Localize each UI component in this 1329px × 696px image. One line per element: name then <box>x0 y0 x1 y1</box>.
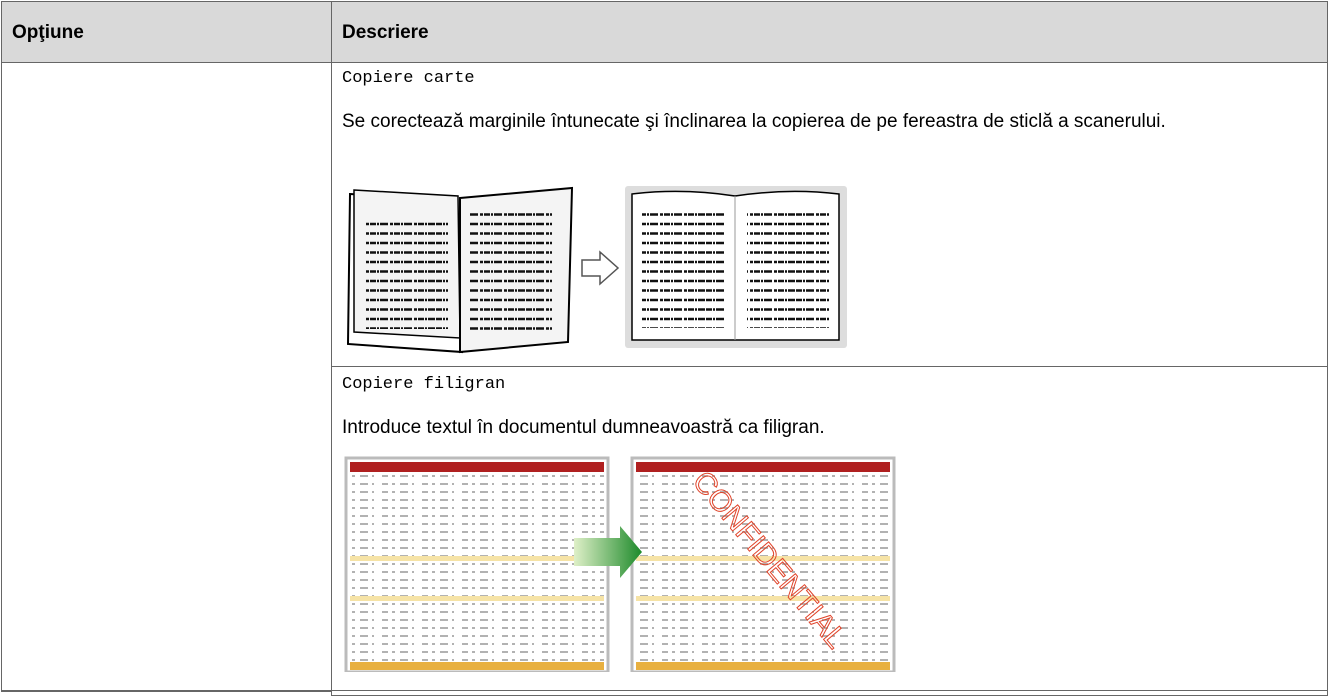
header-cell: Opţiune <box>1 1 332 63</box>
setting-name: Copiere filigran <box>342 375 506 394</box>
option-cell <box>1 62 332 692</box>
header-cell: Descriere <box>331 1 1328 63</box>
setting-name: Copiere carte <box>342 69 475 88</box>
description-text: Introduce textul în documentul dumneavoa… <box>342 417 825 438</box>
header-text: Descriere <box>342 22 429 43</box>
description-text: Se corectează marginile întunecate şi în… <box>342 111 1166 132</box>
watermark-illustration: CONFIDENTIAL <box>344 456 896 672</box>
book-illustration <box>346 186 847 354</box>
header-text: Opţiune <box>12 22 84 43</box>
